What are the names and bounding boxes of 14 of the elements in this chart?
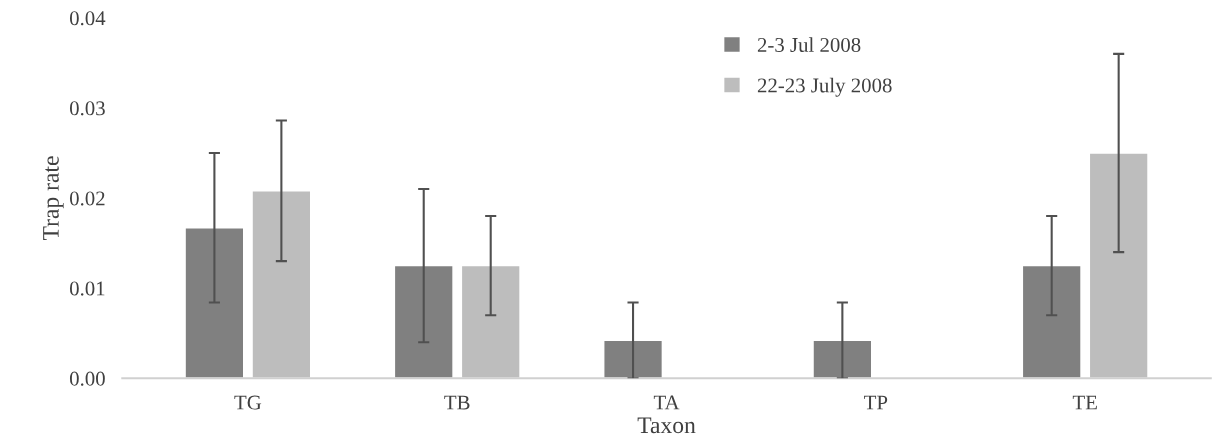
y-tick-label: 0.00 [69,371,105,386]
x-tick-label: TG [234,395,262,410]
y-tick-label: 0.04 [69,11,106,26]
x-tick-label: TB [444,395,470,410]
legend-label: 2-3 Jul 2008 [757,37,861,52]
y-tick-label: 0.02 [69,191,105,206]
y-tick-label: 0.01 [69,281,105,296]
legend-label: 22-23 July 2008 [757,77,892,97]
x-axis-title: Taxon [637,417,696,434]
y-tick-label: 0.03 [69,101,105,116]
y-axis-title: Trap rate [43,156,64,241]
x-tick-label: TP [864,395,888,410]
x-tick-label: TA [653,395,680,410]
x-tick-label: TE [1072,395,1097,410]
